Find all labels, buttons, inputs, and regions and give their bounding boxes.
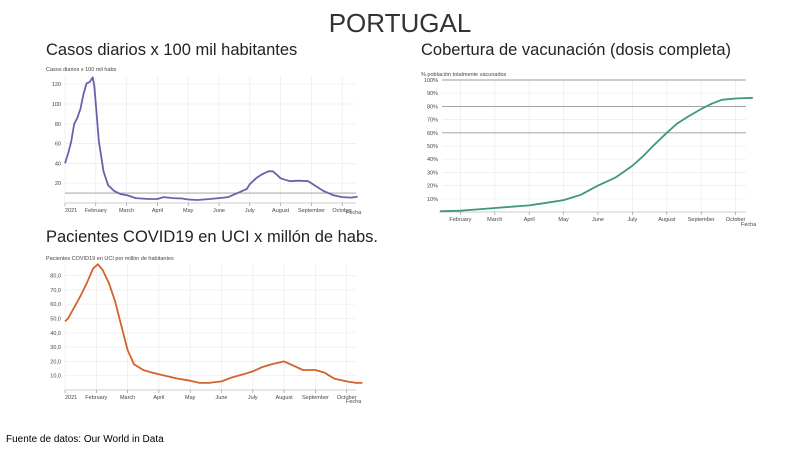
x-tick-label: August: [276, 395, 294, 401]
x-tick-label: March: [119, 208, 134, 214]
x-tick-label: 2021: [65, 208, 77, 214]
x-tick-label: May: [558, 217, 569, 223]
x-tick-label: August: [272, 208, 290, 214]
y-tick-label: 20: [55, 181, 61, 187]
x-tick-label: August: [658, 217, 676, 223]
y-tick-label: 20%: [427, 184, 438, 190]
y-tick-label: 100: [52, 102, 61, 108]
data-source: Fuente de datos: Our World in Data: [6, 434, 164, 445]
y-tick-label: 60: [55, 142, 61, 148]
slide-title: PORTUGAL: [328, 8, 472, 38]
x-axis-label: Fecha: [346, 210, 362, 216]
y-tick-label: 100%: [424, 78, 438, 84]
series-line: [439, 96, 753, 213]
y-tick-label: 120: [52, 82, 61, 88]
x-tick-label: September: [302, 395, 329, 401]
y-tick-label: 80%: [427, 104, 438, 110]
x-tick-label: April: [153, 395, 164, 401]
x-tick-label: October: [337, 395, 357, 401]
x-tick-label: September: [688, 217, 715, 223]
vaccination-chart-title: Cobertura de vacunación (dosis completa): [421, 41, 731, 59]
x-tick-label: October: [726, 217, 746, 223]
x-tick-label: July: [248, 395, 258, 401]
x-axis-label: Fecha: [346, 399, 362, 405]
y-tick-label: 20,0: [50, 359, 61, 365]
x-tick-label: June: [216, 395, 228, 401]
y-tick-label: 10,0: [50, 374, 61, 380]
x-tick-label: October: [332, 208, 352, 214]
x-tick-label: July: [628, 217, 638, 223]
x-tick-label: February: [85, 208, 107, 214]
y-tick-label: 70%: [427, 118, 438, 124]
y-tick-label: 70,0: [50, 288, 61, 294]
y-axis-label: Casos diarios x 100 mil habs: [46, 67, 117, 73]
cases-chart-title: Casos diarios x 100 mil habitantes: [46, 41, 298, 59]
y-tick-label: 40: [55, 161, 61, 167]
y-tick-label: 50,0: [50, 317, 61, 323]
x-tick-label: March: [487, 217, 502, 223]
x-tick-label: July: [245, 208, 255, 214]
y-tick-label: 30%: [427, 170, 438, 176]
x-tick-label: February: [449, 217, 471, 223]
y-tick-label: 90%: [427, 91, 438, 97]
icu-chart-title: Pacientes COVID19 en UCI x millón de hab…: [46, 228, 378, 246]
y-tick-label: 60,0: [50, 302, 61, 308]
y-tick-label: 60%: [427, 131, 438, 137]
x-tick-label: April: [524, 217, 535, 223]
y-tick-label: 10%: [427, 197, 438, 203]
y-tick-label: 30,0: [50, 345, 61, 351]
x-tick-label: May: [185, 395, 196, 401]
x-tick-label: May: [183, 208, 194, 214]
y-tick-label: 40,0: [50, 331, 61, 337]
y-axis-label: Pacientes COVID19 en UCI por millón de h…: [46, 256, 174, 262]
x-tick-label: September: [298, 208, 325, 214]
y-tick-label: 40%: [427, 157, 438, 163]
series-line: [64, 76, 358, 201]
x-tick-label: June: [592, 217, 604, 223]
x-tick-label: March: [120, 395, 135, 401]
x-tick-label: February: [85, 395, 107, 401]
y-axis-label: % población totalmente vacunados: [421, 72, 507, 78]
x-tick-label: June: [213, 208, 225, 214]
y-tick-label: 80: [55, 122, 61, 128]
series-line: [64, 263, 363, 384]
y-tick-label: 50%: [427, 144, 438, 150]
x-tick-label: April: [152, 208, 163, 214]
x-tick-label: 2021: [65, 395, 77, 401]
x-axis-label: Fecha: [741, 222, 757, 228]
y-tick-label: 80,0: [50, 274, 61, 280]
